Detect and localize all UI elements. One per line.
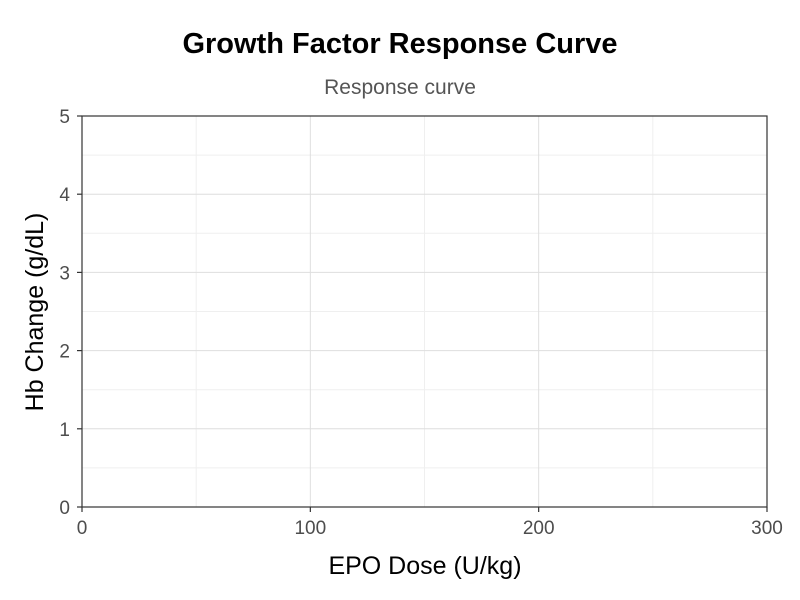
y-tick-label: 1 (59, 420, 70, 441)
x-tick-label: 0 (77, 518, 88, 539)
y-tick-label: 3 (59, 263, 70, 284)
axes (81, 115, 768, 508)
y-tick-label: 2 (59, 342, 70, 363)
chart-subtitle: Response curve (324, 76, 476, 99)
y-tick-label: 5 (59, 107, 70, 128)
panel-border (81, 115, 768, 508)
y-tick-label: 0 (59, 498, 70, 519)
chart-title: Growth Factor Response Curve (182, 28, 618, 60)
y-axis-ticks: 0 1 2 3 4 5 (59, 107, 82, 519)
x-tick-label: 100 (294, 518, 326, 539)
y-tick-label: 4 (59, 185, 70, 206)
x-tick-label: 200 (523, 518, 555, 539)
x-axis-ticks: 0 100 200 300 (77, 507, 783, 539)
x-tick-label: 300 (751, 518, 783, 539)
y-axis-title: Hb Change (g/dL) (21, 213, 49, 412)
minor-gridlines (82, 116, 767, 507)
x-axis-title: EPO Dose (U/kg) (328, 552, 521, 580)
